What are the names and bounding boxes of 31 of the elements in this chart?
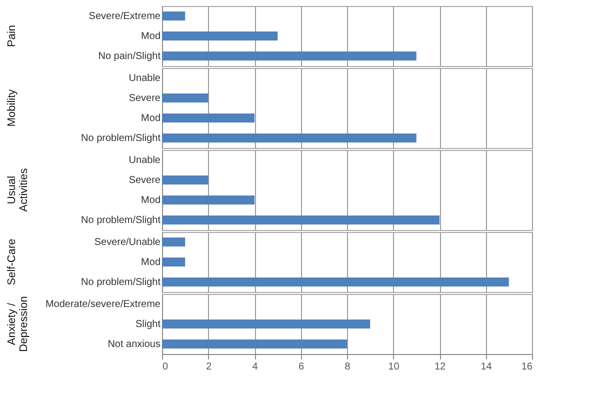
y-tick-label: No pain/Slight <box>98 51 161 62</box>
y-axis-title: Mobility <box>6 88 18 127</box>
y-tick-label: Mod <box>141 257 160 268</box>
x-tick-label: 8 <box>344 362 351 372</box>
y-tick-label: No problem/Slight <box>81 277 161 288</box>
y-tick-label: No problem/Slight <box>81 133 161 144</box>
x-tick-label: 12 <box>434 362 446 372</box>
y-tick-label: Unable <box>128 155 161 166</box>
x-tick-label: 10 <box>388 362 400 372</box>
y-tick-label: No problem/Slight <box>81 215 161 226</box>
x-tick-label: 4 <box>252 362 258 372</box>
x-tick-label: 6 <box>298 362 304 372</box>
y-tick-label: Unable <box>128 73 161 84</box>
x-tick-label: 0 <box>162 362 168 372</box>
y-tick-label: Severe/Extreme <box>88 11 161 22</box>
x-tick-label: 16 <box>521 362 533 372</box>
y-tick-label: Not anxious <box>108 339 160 350</box>
y-tick-label: Mod <box>141 195 160 206</box>
y-tick-label: Mod <box>141 113 160 124</box>
y-axis-title: Anxiety / Depression <box>6 296 30 352</box>
y-tick-label: Slight <box>135 319 161 330</box>
y-tick-label: Severe/Unable <box>94 237 161 248</box>
y-axis-title: Usual Activities <box>6 168 30 212</box>
y-axis-title: Self-Care <box>6 238 18 286</box>
y-tick-label: Moderate/severe/Extreme <box>45 299 161 310</box>
x-tick-label: 14 <box>480 362 492 372</box>
y-tick-label: Severe <box>128 93 161 104</box>
y-tick-label: Severe <box>128 175 161 186</box>
y-tick-label: Mod <box>141 31 160 42</box>
x-tick-label: 2 <box>206 362 212 372</box>
y-axis-title: Pain <box>6 24 18 48</box>
